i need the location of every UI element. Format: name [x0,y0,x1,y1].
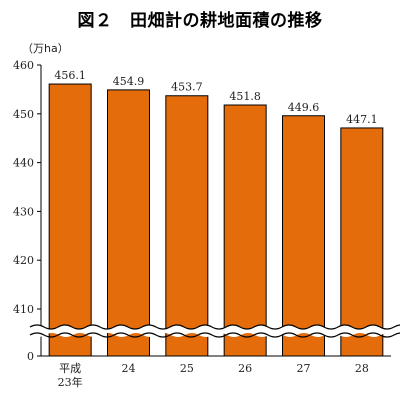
y-tick-label: 0 [27,350,34,363]
bar [48,83,92,357]
y-tick-label: 420 [13,254,34,267]
y-tick-label: 460 [13,59,34,72]
bar [282,115,325,357]
y-tick-label: 450 [13,108,34,121]
bar [107,89,150,357]
y-tick-label: 430 [13,205,34,218]
data-label: 449.6 [288,101,320,114]
x-tick-label: 25 [180,362,194,375]
axis-break-line-top [29,324,400,330]
x-tick-label: 24 [122,362,136,375]
y-tick-label: 440 [13,157,34,170]
data-label: 456.1 [54,69,86,82]
data-label: 453.7 [171,81,203,94]
bar [165,95,209,357]
y-axis-unit-label: （万ha） [22,42,69,55]
bar [340,127,384,357]
x-tick-label: 平成 [59,362,81,375]
bar [223,104,267,357]
data-label: 447.1 [346,113,378,126]
y-tick-label: 410 [13,303,34,316]
data-label: 451.8 [229,90,261,103]
x-tick-label: 27 [297,362,311,375]
x-tick-label: 23年 [58,375,83,389]
x-tick-label: 26 [238,362,252,375]
axis-break-line-bottom [29,332,400,338]
data-label: 454.9 [113,75,145,88]
axis-break-band [3,325,400,337]
chart-title: 図２ 田畑計の耕地面積の推移 [77,11,323,31]
x-tick-label: 28 [355,362,369,375]
